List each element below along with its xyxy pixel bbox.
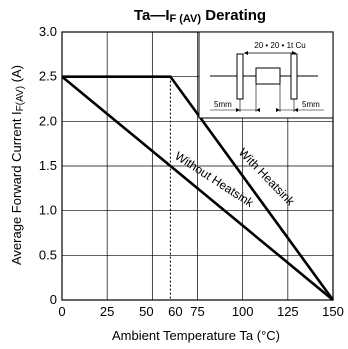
inset-left-dimension: 5mm [214,100,232,109]
x-tick-labels: 0 25 50 60 75 100 125 150 [58,304,343,319]
x-tick-label: 125 [277,304,299,319]
chart-title-suffix: Derating [201,7,266,24]
inset-right-dimension: 5mm [302,100,320,109]
chart-title-subscript: F (AV) [169,13,201,25]
y-tick-label: 0.5 [39,247,57,262]
y-tick-label: 1.0 [39,203,57,218]
y-axis-title-main: Average Forward Current I [9,111,24,265]
plot-frame [61,31,334,301]
chart-title: Ta—IF (AV) Derating [134,7,266,25]
y-tick-label: 1.5 [39,158,57,173]
x-tick-label: 75 [190,304,204,319]
y-tick-labels: 0 0.5 1.0 1.5 2.0 2.5 3.0 [39,24,57,307]
series-line-1 [61,75,334,302]
chart-title-main: Ta—I [134,7,170,24]
x-axis-title: Ambient Temperature Ta (°C) [112,328,280,343]
series-group [61,75,335,302]
y-axis-title-subscript: F(AV) [15,86,26,111]
heatsink-plate-left [236,53,244,100]
x-tick-label: 60 [168,304,182,319]
y-tick-label: 2.5 [39,69,57,84]
y-tick-label: 3.0 [39,24,57,39]
series-line-0 [62,75,335,301]
diode-body [255,67,281,85]
x-tick-label: 25 [100,304,114,319]
y-tick-label: 0 [50,292,57,307]
x-tick-label: 100 [232,304,254,319]
inset-spec-label: 20 • 20 • 1t Cu [254,41,305,50]
heatsink-plate-right [290,53,298,100]
y-axis-title: Average Forward Current IF(AV) (A) [9,65,26,265]
x-tick-label: 0 [58,304,65,319]
x-tick-label: 150 [322,304,344,319]
y-axis-title-unit: (A) [9,65,24,86]
y-tick-label: 2.0 [39,113,57,128]
x-tick-label: 50 [139,304,153,319]
heatsink-mounting-diagram: 20 • 20 • 1t Cu 5mm 5mm [198,31,334,119]
